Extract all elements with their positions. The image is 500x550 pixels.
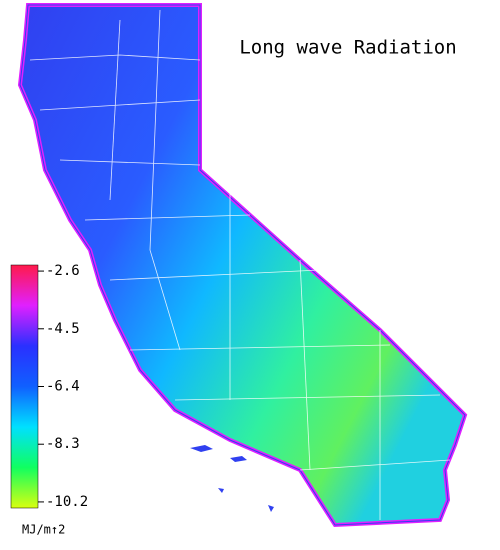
colorbar-tick-label: -8.3 [46,436,80,452]
colorbar-tick-label: -2.6 [46,263,80,279]
map-title: Long wave Radiation [239,37,456,59]
colorbar-tick-label: -10.2 [46,494,88,510]
colorbar-ticks: -2.6 -4.5 -6.4 -8.3 -10.2 [38,263,88,510]
colorbar [10,264,39,509]
colorbar-tick-label: -6.4 [46,379,80,395]
colorbar-unit: MJ/m↑2 [22,523,65,537]
state-map [17,3,468,528]
colorbar-tick-label: -4.5 [46,321,80,337]
